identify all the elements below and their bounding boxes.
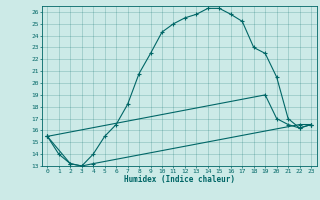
X-axis label: Humidex (Indice chaleur): Humidex (Indice chaleur): [124, 175, 235, 184]
